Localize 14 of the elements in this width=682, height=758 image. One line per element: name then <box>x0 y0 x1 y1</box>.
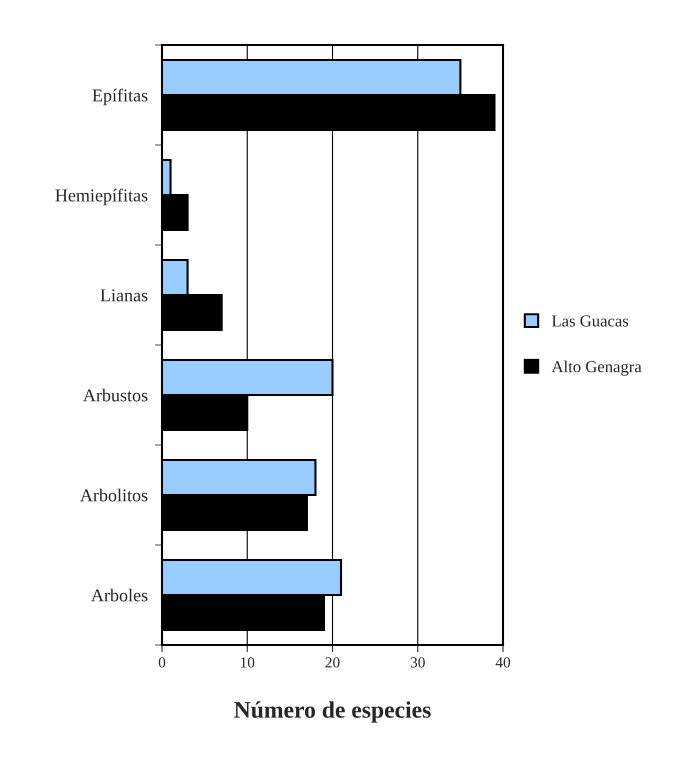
x-tick-label: 20 <box>326 657 340 668</box>
legend-label: Alto Genagra <box>552 360 642 376</box>
y-tick-label: Epífitas <box>92 88 148 106</box>
x-tick-label: 40 <box>496 657 510 668</box>
y-tick-label: Arbolitos <box>80 488 148 502</box>
x-tick-label: 0 <box>158 657 166 668</box>
y-tick-label: Hemiepífitas <box>55 188 148 206</box>
x-tick-label: 30 <box>410 657 425 668</box>
x-tick-label: 10 <box>240 657 254 668</box>
x-axis-title: Número de especies <box>234 701 431 723</box>
y-tick-label: Arboles <box>91 588 148 602</box>
y-tick-label: Arbustos <box>83 388 148 402</box>
y-tick-label: Lianas <box>100 289 148 302</box>
legend-label: Las Guacas <box>552 315 628 327</box>
